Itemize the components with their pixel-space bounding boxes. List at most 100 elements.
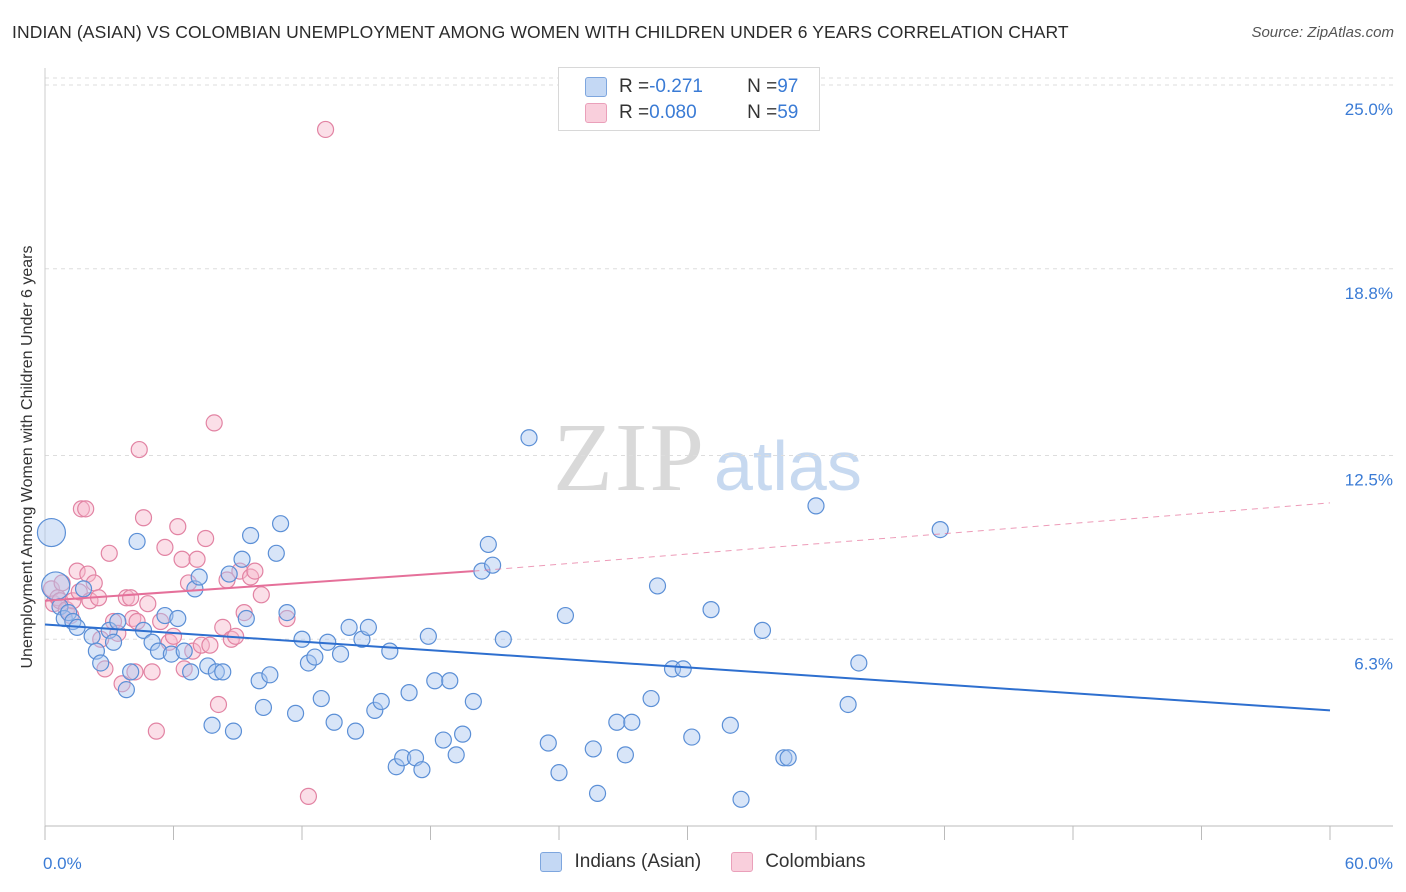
point-colombian — [299, 787, 318, 805]
point-indian — [441, 672, 459, 690]
point-colombian — [143, 663, 161, 681]
point-indian — [381, 642, 399, 660]
point-indian — [464, 692, 482, 711]
point-colombian — [128, 612, 146, 631]
point-indian — [850, 654, 868, 672]
point-indian — [36, 517, 67, 548]
legend-row-colombian: R = 0.080 N = 59 — [585, 100, 798, 126]
point-indian — [648, 577, 667, 595]
point-indian — [550, 764, 568, 782]
point-colombian — [68, 562, 86, 580]
point-indian — [233, 550, 251, 568]
point-indian — [143, 633, 161, 651]
legend-swatch-indian — [585, 77, 607, 97]
point-indian — [254, 698, 273, 717]
watermark: ZIP atlas — [553, 400, 862, 514]
legend-n-value: 97 — [777, 76, 799, 97]
point-colombian — [77, 500, 95, 518]
point-colombian — [100, 544, 118, 562]
y-tick-label: 12.5% — [1345, 471, 1393, 490]
source-label: Source: ZipAtlas.com — [1251, 24, 1394, 41]
point-colombian — [53, 574, 71, 592]
point-colombian — [205, 414, 223, 432]
point-colombian — [130, 440, 148, 459]
point-colombian — [188, 550, 206, 568]
point-indian — [41, 571, 71, 601]
point-indian — [203, 716, 221, 734]
point-indian — [584, 740, 602, 758]
point-colombian — [173, 550, 191, 568]
point-indian — [346, 722, 365, 740]
point-indian — [199, 657, 217, 675]
point-indian — [83, 627, 101, 645]
point-indian — [117, 681, 135, 699]
point-indian — [182, 663, 200, 681]
point-colombian — [278, 609, 296, 628]
point-colombian — [147, 722, 165, 740]
trendline-indian — [44, 623, 1331, 712]
legend-r-value: 0.080 — [649, 102, 697, 123]
legend-row-indian: R = -0.271 N = 97 — [585, 74, 798, 100]
point-indian — [340, 618, 358, 637]
point-indian — [299, 654, 318, 672]
point-indian — [162, 645, 180, 663]
chart-title: INDIAN (ASIAN) VS COLOMBIAN UNEMPLOYMENT… — [12, 22, 1069, 42]
point-indian — [426, 672, 444, 690]
point-colombian — [197, 529, 215, 548]
point-indian — [122, 663, 140, 681]
point-indian — [479, 535, 497, 554]
point-indian — [190, 568, 208, 586]
series-legend: Indians (Asian) Colombians — [0, 851, 1406, 873]
point-colombian — [316, 120, 335, 139]
point-indian — [588, 784, 607, 802]
trendline-colombian — [44, 570, 474, 602]
point-colombian — [72, 500, 91, 518]
point-colombian — [134, 509, 153, 527]
point-indian — [267, 544, 285, 562]
point-indian — [104, 633, 123, 651]
legend-r-label: R = — [619, 76, 650, 97]
point-colombian — [209, 695, 228, 714]
point-indian — [92, 654, 110, 672]
point-indian — [556, 606, 575, 625]
point-indian — [128, 532, 146, 551]
point-indian — [387, 758, 405, 776]
x-tick-label: 60.0% — [1345, 854, 1393, 873]
point-indian — [753, 621, 772, 639]
point-indian — [207, 663, 225, 681]
point-indian — [237, 609, 255, 628]
point-indian — [839, 695, 857, 714]
point-indian — [608, 713, 626, 731]
legend-r-label: R = — [619, 102, 650, 123]
x-tick-label: 0.0% — [43, 854, 82, 873]
point-indian — [674, 660, 692, 678]
series-label-indian: Indians (Asian) — [574, 851, 702, 872]
point-indian — [539, 734, 557, 752]
point-indian — [732, 790, 750, 808]
point-indian — [434, 731, 452, 749]
point-colombian — [139, 595, 157, 613]
y-tick-label: 18.8% — [1345, 284, 1393, 303]
point-colombian — [201, 636, 219, 654]
point-indian — [261, 666, 279, 684]
point-indian — [271, 515, 290, 533]
point-colombian — [169, 518, 187, 536]
point-indian — [250, 672, 268, 690]
point-indian — [702, 601, 720, 619]
point-indian — [520, 429, 538, 447]
point-indian — [413, 761, 431, 779]
point-indian — [220, 565, 238, 583]
series-legend-colombian: Colombians — [731, 851, 866, 873]
point-indian — [149, 642, 168, 660]
point-indian — [623, 713, 641, 731]
point-indian — [779, 749, 797, 767]
point-indian — [169, 609, 187, 628]
point-indian — [931, 520, 949, 539]
trendline-colombian-extended — [473, 502, 1331, 572]
point-indian — [775, 749, 793, 767]
point-colombian — [164, 627, 183, 645]
point-indian — [683, 728, 701, 746]
legend-n-label: N = — [747, 76, 778, 97]
legend-r-value: -0.271 — [649, 76, 703, 97]
